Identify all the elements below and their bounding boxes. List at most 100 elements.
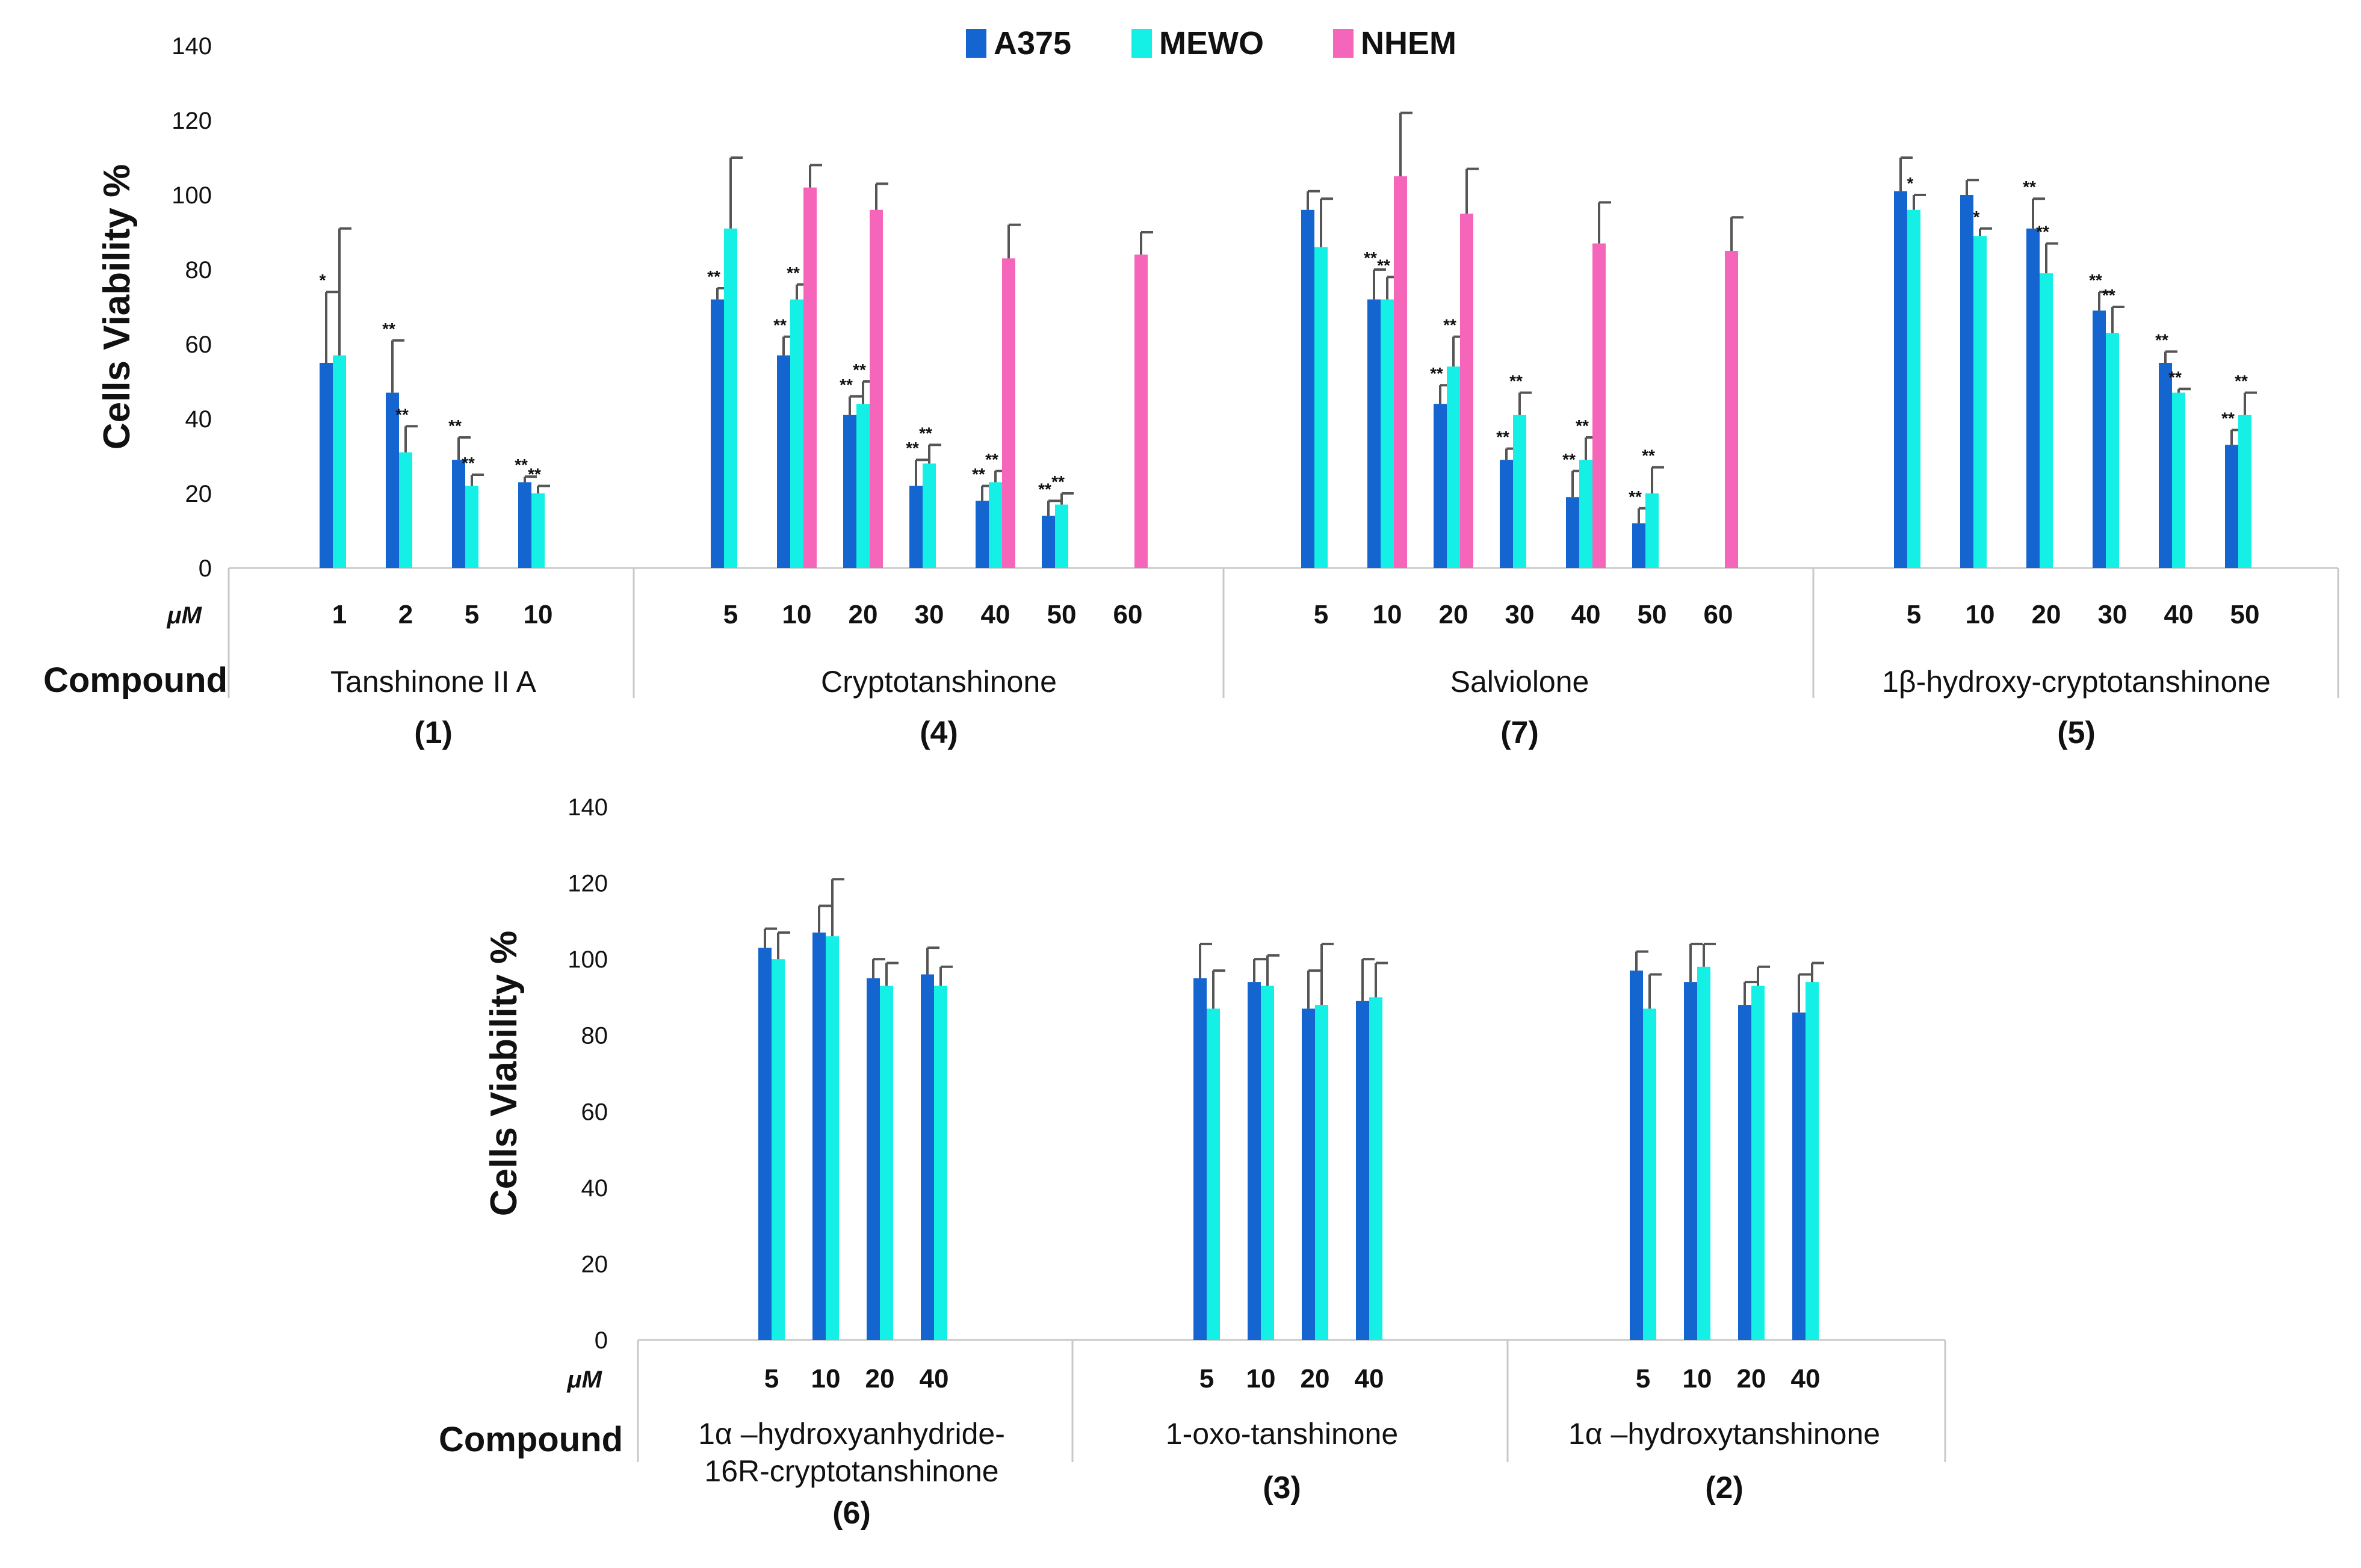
significance-marker: ** [448,416,462,435]
significance-marker: ** [906,439,919,457]
bar-nhem-60 [1725,251,1738,568]
bar-a375-20 [867,978,880,1340]
concentration-label: 10 [1246,1364,1276,1394]
compound-number: (1) [414,715,453,750]
bar-a375-20 [1434,404,1447,568]
bar-a375-10 [1960,195,1973,568]
bar-a375-30 [2093,310,2106,568]
y-tick-label: 100 [568,946,608,973]
legend-swatch-mewo [1131,29,1152,58]
bar-mewo-10 [826,936,839,1340]
bar-a375-2 [386,392,399,568]
group-1-hydroxytanshinone: 5 10 20 40 1α –hydroxytanshinone (2) [1568,942,1880,1505]
bar-nhem-40 [1592,243,1606,569]
significance-marker: ** [515,455,528,474]
significance-marker: ** [1576,416,1589,435]
bar-a375-5 [1630,971,1643,1340]
compound-axis-title: Compound [439,1420,623,1459]
concentration-label: 5 [465,600,479,629]
concentration-label: 10 [524,600,553,629]
concentration-label: 60 [1704,600,1733,629]
y-tick-label: 100 [172,182,212,209]
concentration-label: 60 [1113,600,1143,629]
significance-marker: ** [1496,428,1509,446]
concentration-label: 10 [1683,1364,1712,1394]
compound-number: (5) [2057,715,2096,750]
significance-marker: ** [462,454,475,472]
bar-mewo-50 [1055,504,1068,568]
unit-label: μM [567,1366,603,1393]
bar-mewo-10 [790,299,803,568]
concentration-label: 5 [723,600,738,629]
bottom-chart: Cells Viability % 0 20 40 60 80 100 120 140 μM Com… [439,794,1946,1531]
bar-a375-10 [1248,982,1261,1340]
concentration-label: 30 [915,600,944,629]
y-tick-label: 20 [185,481,212,507]
group-1-oxo-tanshinone: 5 10 20 40 1-oxo-tanshinone (3) [1166,942,1398,1505]
compound-number: (6) [832,1496,871,1531]
compound-number: (2) [1705,1471,1744,1505]
bar-a375-10 [812,932,826,1340]
significance-marker: ** [707,267,720,286]
bar-mewo-5 [1207,1008,1220,1340]
y-tick-label: 120 [172,108,212,134]
significance-marker: ** [1430,364,1443,383]
bar-mewo-20 [856,404,870,568]
significance-marker: ** [840,375,853,394]
compound-name: 1β-hydroxy-cryptotanshinone [1882,665,2271,699]
legend-label-nhem: NHEM [1361,25,1456,61]
concentration-label: 20 [1301,1364,1330,1394]
concentration-label: 5 [1199,1364,1214,1394]
concentration-label: 10 [782,600,812,629]
bar-a375-5 [1301,209,1314,568]
concentration-label: 10 [811,1364,841,1394]
bar-mewo-2 [399,452,412,568]
concentration-label: 40 [1571,600,1601,629]
concentration-label: 20 [849,600,878,629]
bar-mewo-40 [1806,982,1819,1340]
y-axis-label: Cells Viability % [96,164,138,449]
bar-a375-50 [1042,516,1055,568]
significance-marker: ** [1038,480,1051,498]
unit-label: μM [167,602,203,629]
bar-a375-20 [1738,1005,1751,1340]
compound-name: Cryptotanshinone [821,665,1057,699]
compound-number: (7) [1500,715,1539,750]
y-tick-label: 140 [568,794,608,821]
significance-marker: ** [985,450,998,469]
concentration-label: 40 [1791,1364,1821,1394]
concentration-label: 40 [920,1364,949,1394]
bar-mewo-10 [1973,236,1987,568]
bar-mewo-10 [531,493,545,568]
bar-a375-40 [2159,363,2172,568]
bar-mewo-50 [1645,493,1659,568]
compound-name: 1α –hydroxytanshinone [1568,1417,1880,1451]
bar-mewo-5 [1643,1008,1656,1340]
significance-marker: ** [1377,256,1390,274]
top-chart: Cells Viability %020406080100120140μMCom… [43,33,2339,750]
concentration-label: 5 [1636,1364,1650,1394]
bar-mewo-20 [1751,986,1765,1340]
bar-a375-30 [909,486,923,568]
significance-marker: * [320,271,326,289]
bar-mewo-5 [724,228,737,568]
y-axis-label: Cells Viability % [483,931,525,1216]
legend-label-mewo: MEWO [1159,25,1264,61]
concentration-label: 5 [1314,600,1328,629]
concentration-label: 20 [1737,1364,1766,1394]
legend-label-a375: A375 [994,25,1071,61]
concentration-label: 5 [1907,600,1921,629]
bar-mewo-40 [1369,997,1382,1340]
significance-marker: ** [1443,316,1456,335]
bar-a375-5 [711,299,724,568]
significance-marker: ** [2155,330,2168,349]
bar-a375-20 [1302,1008,1315,1340]
bar-mewo-5 [772,959,785,1340]
significance-marker: ** [1509,372,1523,390]
bar-nhem-10 [1394,176,1407,568]
y-tick-label: 60 [581,1099,608,1125]
bar-mewo-50 [2238,415,2251,568]
concentration-label: 40 [981,600,1010,629]
significance-marker: ** [919,424,932,442]
concentration-label: 10 [1966,600,1995,629]
